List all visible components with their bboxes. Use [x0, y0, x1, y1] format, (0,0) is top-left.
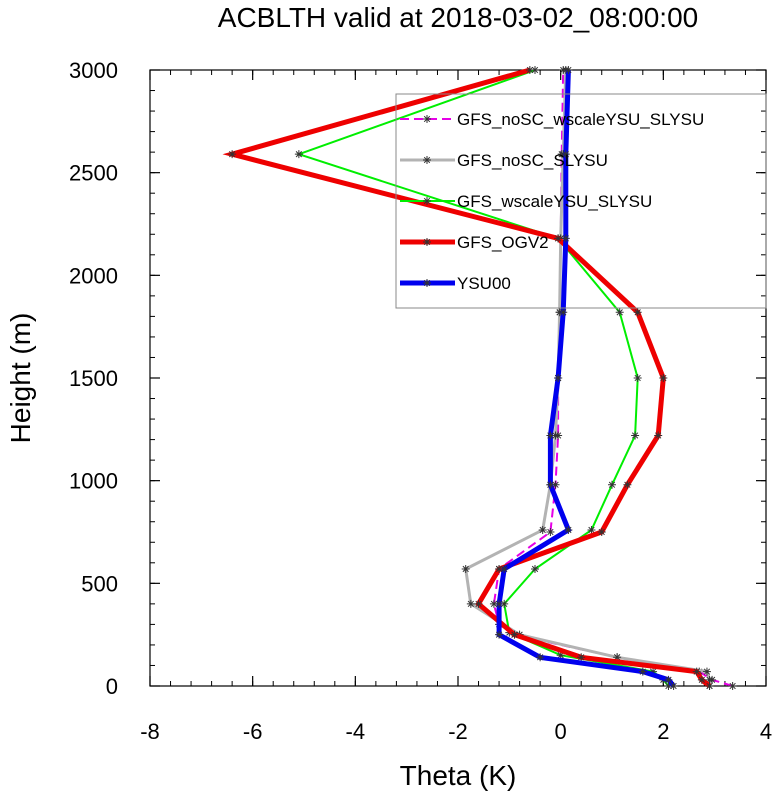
series-group — [222, 66, 737, 690]
data-point — [613, 653, 622, 662]
data-point — [525, 66, 534, 74]
data-point — [531, 564, 539, 573]
data-point — [649, 667, 658, 676]
legend: GFS_noSC_wscaleYSU_SLYSU GFS_noSC_SLYSU GF… — [395, 93, 767, 309]
y-tick-label: 1500 — [69, 366, 118, 391]
data-point — [564, 66, 573, 74]
data-point — [546, 431, 555, 440]
data-point — [638, 667, 647, 676]
x-tick-label: 0 — [555, 719, 567, 744]
data-point — [597, 528, 606, 536]
data-point — [294, 150, 303, 159]
data-point — [228, 150, 237, 159]
data-point — [536, 653, 545, 662]
series-4 — [495, 66, 678, 690]
data-point — [692, 667, 701, 676]
data-point — [500, 564, 509, 573]
data-point — [697, 675, 706, 684]
series-3 — [222, 66, 714, 690]
legend-label: YSU00 — [457, 274, 511, 293]
data-point — [728, 682, 737, 690]
data-point — [664, 675, 673, 684]
legend-label: GFS_noSC_SLYSU — [457, 151, 608, 170]
data-point — [554, 374, 563, 382]
data-point — [500, 599, 509, 608]
data-point — [489, 599, 498, 608]
x-axis-title: Theta (K) — [400, 760, 517, 791]
x-tick-label: -4 — [346, 719, 366, 744]
legend-marker — [423, 197, 431, 205]
data-point — [559, 308, 568, 317]
data-point — [702, 667, 711, 676]
data-point — [705, 675, 714, 684]
data-point — [466, 599, 475, 608]
data-point — [664, 682, 673, 690]
data-point — [654, 431, 663, 440]
data-point — [561, 234, 570, 243]
legend-marker — [423, 156, 431, 164]
data-point — [551, 431, 560, 440]
data-point — [551, 480, 560, 489]
data-point — [633, 308, 642, 317]
data-point — [461, 564, 470, 573]
x-tick-label: 2 — [657, 719, 669, 744]
data-point — [615, 308, 624, 317]
legend-box — [395, 93, 767, 309]
data-point — [538, 525, 547, 534]
data-point — [587, 525, 596, 534]
x-tick-label: 4 — [760, 719, 772, 744]
data-point — [659, 374, 668, 382]
legend-marker — [423, 279, 431, 287]
data-point — [546, 480, 555, 489]
data-point — [474, 599, 483, 608]
legend-label: GFS_wscaleYSU_SLYSU — [457, 192, 652, 211]
axis-ticks: -8 -6 -4 -2 0 2 4 0 500 1000 1500 2000 2500 3000 — [69, 58, 772, 744]
data-point — [495, 630, 504, 639]
x-tick-label: -2 — [448, 719, 468, 744]
legend-label: GFS_OGV2 — [457, 233, 549, 252]
data-point — [577, 653, 586, 662]
data-point — [633, 374, 642, 382]
data-point — [669, 682, 678, 690]
y-tick-label: 2500 — [69, 161, 118, 186]
data-point — [531, 66, 539, 74]
legend-marker — [423, 238, 431, 246]
y-tick-label: 3000 — [69, 58, 118, 83]
data-point — [510, 630, 519, 639]
data-point — [495, 564, 504, 573]
x-tick-label: -8 — [140, 719, 160, 744]
chart-title: ACBLTH valid at 2018-03-02_08:00:00 — [218, 2, 698, 33]
data-point — [561, 150, 570, 159]
data-point — [556, 651, 565, 660]
legend-marker — [423, 115, 431, 123]
x-tick-label: -6 — [243, 719, 263, 744]
data-point — [608, 480, 616, 489]
data-point — [631, 431, 640, 440]
y-tick-label: 500 — [81, 571, 118, 596]
y-tick-label: 2000 — [69, 263, 118, 288]
data-point — [705, 682, 714, 690]
data-point — [495, 599, 504, 608]
y-axis-title: Height (m) — [5, 313, 36, 444]
y-tick-label: 0 — [106, 674, 118, 699]
y-tick-label: 1000 — [69, 469, 118, 494]
data-point — [554, 234, 563, 243]
legend-label: GFS_noSC_wscaleYSU_SLYSU — [457, 110, 704, 129]
data-point — [546, 528, 555, 536]
data-point — [623, 480, 632, 489]
data-point — [564, 525, 573, 534]
